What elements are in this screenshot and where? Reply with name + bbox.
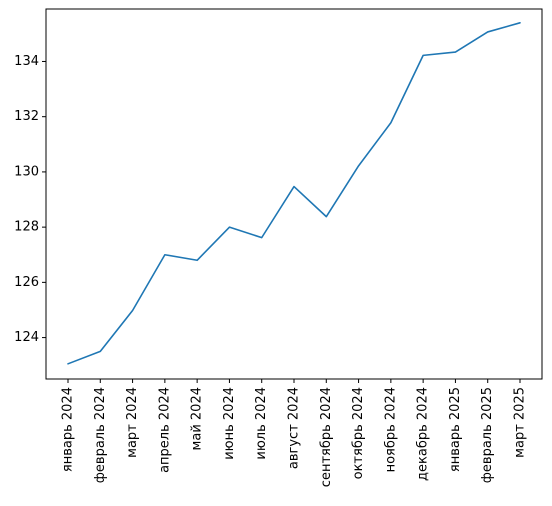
plot-frame bbox=[45, 8, 543, 380]
y-tick-label: 130 bbox=[14, 164, 39, 179]
series-line-0 bbox=[67, 22, 521, 365]
x-tick-label: январь 2024 bbox=[61, 387, 76, 472]
x-tick-label: февраль 2024 bbox=[93, 387, 108, 483]
x-tick-label: август 2024 bbox=[287, 387, 302, 469]
x-tick-label: октябрь 2024 bbox=[351, 387, 366, 479]
y-tick-label: 134 bbox=[14, 54, 39, 69]
x-tick-label: сентябрь 2024 bbox=[319, 387, 334, 487]
x-tick-label: март 2024 bbox=[125, 387, 140, 458]
x-tick-label: июль 2024 bbox=[254, 387, 269, 460]
y-tick-label: 132 bbox=[14, 109, 39, 124]
x-tick-label: март 2025 bbox=[513, 387, 528, 458]
x-tick-label: ноябрь 2024 bbox=[383, 387, 398, 472]
x-tick-label: май 2024 bbox=[190, 387, 205, 450]
y-tick-label: 128 bbox=[14, 220, 39, 235]
y-tick-label: 126 bbox=[14, 275, 39, 290]
x-tick-label: январь 2025 bbox=[448, 387, 463, 472]
x-tick-label: июнь 2024 bbox=[222, 387, 237, 460]
x-tick-label: декабрь 2024 bbox=[416, 387, 431, 481]
y-axis-ticks: 124 126 128 130 132 134 bbox=[14, 54, 46, 345]
x-tick-label: февраль 2025 bbox=[480, 387, 495, 483]
x-axis-ticks: январь 2024 февраль 2024 март 2024 апрель 2… bbox=[61, 379, 528, 487]
x-tick-label: апрель 2024 bbox=[157, 387, 172, 473]
y-tick-label: 124 bbox=[14, 330, 39, 345]
series-layer bbox=[67, 22, 521, 365]
